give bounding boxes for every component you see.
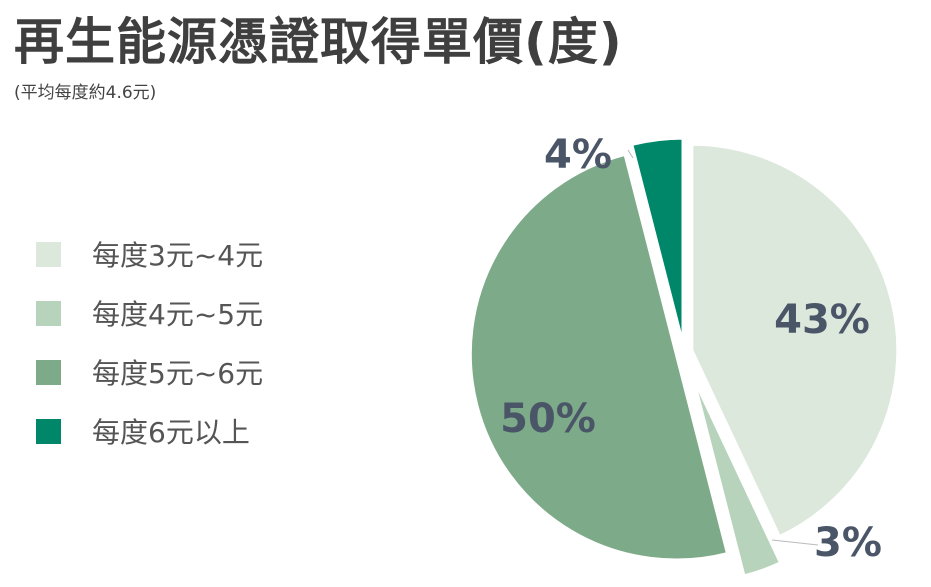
pie-slice-3: [468, 152, 730, 562]
leader-line-4: [627, 149, 634, 159]
legend-item-5-6: 每度5元~6元: [36, 356, 263, 390]
pie-slice-4: [629, 136, 685, 345]
legend-label-5-6: 每度5元~6元: [92, 357, 264, 390]
legend-item-4-5: 每度4元~5元: [36, 297, 263, 331]
legend-item-3-4: 每度3元~4元: [36, 238, 263, 272]
data-label-1: 43%: [774, 297, 870, 343]
data-label-3: 50%: [500, 396, 596, 442]
data-label-4: 4%: [544, 132, 612, 178]
legend-label-3-4: 每度3元~4元: [92, 239, 264, 272]
chart-subtitle: (平均每度約4.6元): [14, 83, 157, 103]
legend-label-6-plus: 每度6元以上: [92, 416, 250, 449]
chart-legend: 每度3元~4元 每度4元~5元 每度5元~6元 每度6元以上: [36, 238, 263, 474]
legend-swatch-4-5: [36, 300, 61, 326]
data-label-2: 3%: [814, 520, 882, 566]
legend-label-4-5: 每度4元~5元: [92, 298, 264, 331]
chart-title: 再生能源憑證取得單價(度): [14, 13, 623, 71]
leader-line-2: [771, 539, 819, 546]
pie-slice-1: [690, 142, 900, 539]
legend-item-6-plus: 每度6元以上: [36, 415, 263, 449]
legend-swatch-6-plus: [36, 418, 61, 444]
legend-swatch-3-4: [36, 241, 61, 267]
legend-swatch-5-6: [36, 359, 61, 385]
pie-slice-2: [691, 375, 783, 578]
